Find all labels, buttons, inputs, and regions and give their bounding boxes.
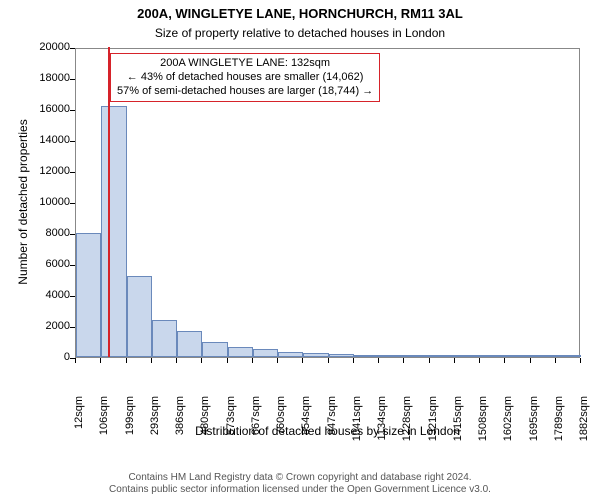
x-tick-mark [126,358,127,363]
y-tick-label: 4000 [25,289,70,301]
x-tick-mark [378,358,379,363]
histogram-bar [531,355,556,357]
x-tick-mark [429,358,430,363]
chart-title: 200A, WINGLETYE LANE, HORNCHURCH, RM11 3… [0,6,600,21]
x-tick-label: 1882sqm [578,396,590,456]
x-tick-label: 480sqm [199,396,211,456]
x-tick-mark [403,358,404,363]
x-tick-label: 573sqm [225,396,237,456]
x-tick-mark [353,358,354,363]
x-tick-label: 1041sqm [351,396,363,456]
y-tick-label: 6000 [25,258,70,270]
histogram-bar [202,342,227,358]
histogram-bar [455,355,480,357]
histogram-bar [404,355,429,357]
footer-line: Contains public sector information licen… [0,484,600,496]
histogram-bar [430,355,455,357]
x-tick-label: 106sqm [98,396,110,456]
histogram-bar [177,331,202,357]
y-tick-label: 18000 [25,72,70,84]
histogram-bar [354,355,379,357]
x-tick-mark [504,358,505,363]
y-tick-mark [70,296,75,297]
chart-container: 200A, WINGLETYE LANE, HORNCHURCH, RM11 3… [0,0,600,500]
x-tick-mark [555,358,556,363]
x-tick-mark [201,358,202,363]
histogram-bar [101,106,126,357]
x-tick-mark [227,358,228,363]
histogram-bar [480,355,505,357]
annotation-line: ← 43% of detached houses are smaller (14… [117,71,373,85]
y-tick-mark [70,327,75,328]
chart-subtitle: Size of property relative to detached ho… [0,26,600,40]
footer-line: Contains HM Land Registry data © Crown c… [0,472,600,484]
x-tick-label: 1695sqm [528,396,540,456]
histogram-bar [505,355,530,357]
x-tick-label: 1228sqm [401,396,413,456]
histogram-bar [303,353,328,357]
x-tick-label: 947sqm [326,396,338,456]
x-tick-mark [176,358,177,363]
y-tick-mark [70,48,75,49]
x-tick-mark [75,358,76,363]
y-tick-label: 14000 [25,134,70,146]
histogram-bar [278,352,303,357]
y-tick-label: 8000 [25,227,70,239]
histogram-bar [329,354,354,357]
x-tick-label: 293sqm [149,396,161,456]
y-tick-mark [70,172,75,173]
y-tick-label: 16000 [25,103,70,115]
histogram-bar [556,355,581,357]
x-tick-label: 1134sqm [376,396,388,456]
x-tick-label: 854sqm [300,396,312,456]
x-tick-label: 1602sqm [502,396,514,456]
x-tick-mark [252,358,253,363]
histogram-bar [228,347,253,357]
x-tick-mark [277,358,278,363]
x-tick-mark [454,358,455,363]
x-tick-label: 199sqm [124,396,136,456]
histogram-bar [253,349,278,357]
y-tick-mark [70,110,75,111]
x-tick-label: 1415sqm [452,396,464,456]
y-tick-label: 2000 [25,320,70,332]
annotation-line: 200A WINGLETYE LANE: 132sqm [117,57,373,71]
y-tick-label: 12000 [25,165,70,177]
y-tick-mark [70,141,75,142]
x-tick-mark [302,358,303,363]
annotation-box: 200A WINGLETYE LANE: 132sqm ← 43% of det… [110,53,380,102]
y-tick-label: 10000 [25,196,70,208]
x-tick-label: 667sqm [250,396,262,456]
annotation-line: 57% of semi-detached houses are larger (… [117,85,373,99]
histogram-bar [379,355,404,357]
y-tick-label: 0 [25,351,70,363]
x-tick-mark [328,358,329,363]
x-tick-mark [100,358,101,363]
x-tick-mark [530,358,531,363]
x-tick-label: 1321sqm [427,396,439,456]
histogram-bar [152,320,177,357]
x-tick-mark [151,358,152,363]
histogram-bar [127,276,152,357]
x-tick-label: 386sqm [174,396,186,456]
histogram-bar [76,233,101,357]
y-tick-mark [70,265,75,266]
x-tick-mark [479,358,480,363]
y-tick-mark [70,203,75,204]
y-tick-mark [70,234,75,235]
footer: Contains HM Land Registry data © Crown c… [0,472,600,496]
x-tick-label: 1508sqm [477,396,489,456]
y-tick-label: 20000 [25,41,70,53]
y-tick-mark [70,79,75,80]
x-tick-label: 760sqm [275,396,287,456]
x-tick-label: 1789sqm [553,396,565,456]
x-tick-label: 12sqm [73,396,85,456]
x-tick-mark [580,358,581,363]
